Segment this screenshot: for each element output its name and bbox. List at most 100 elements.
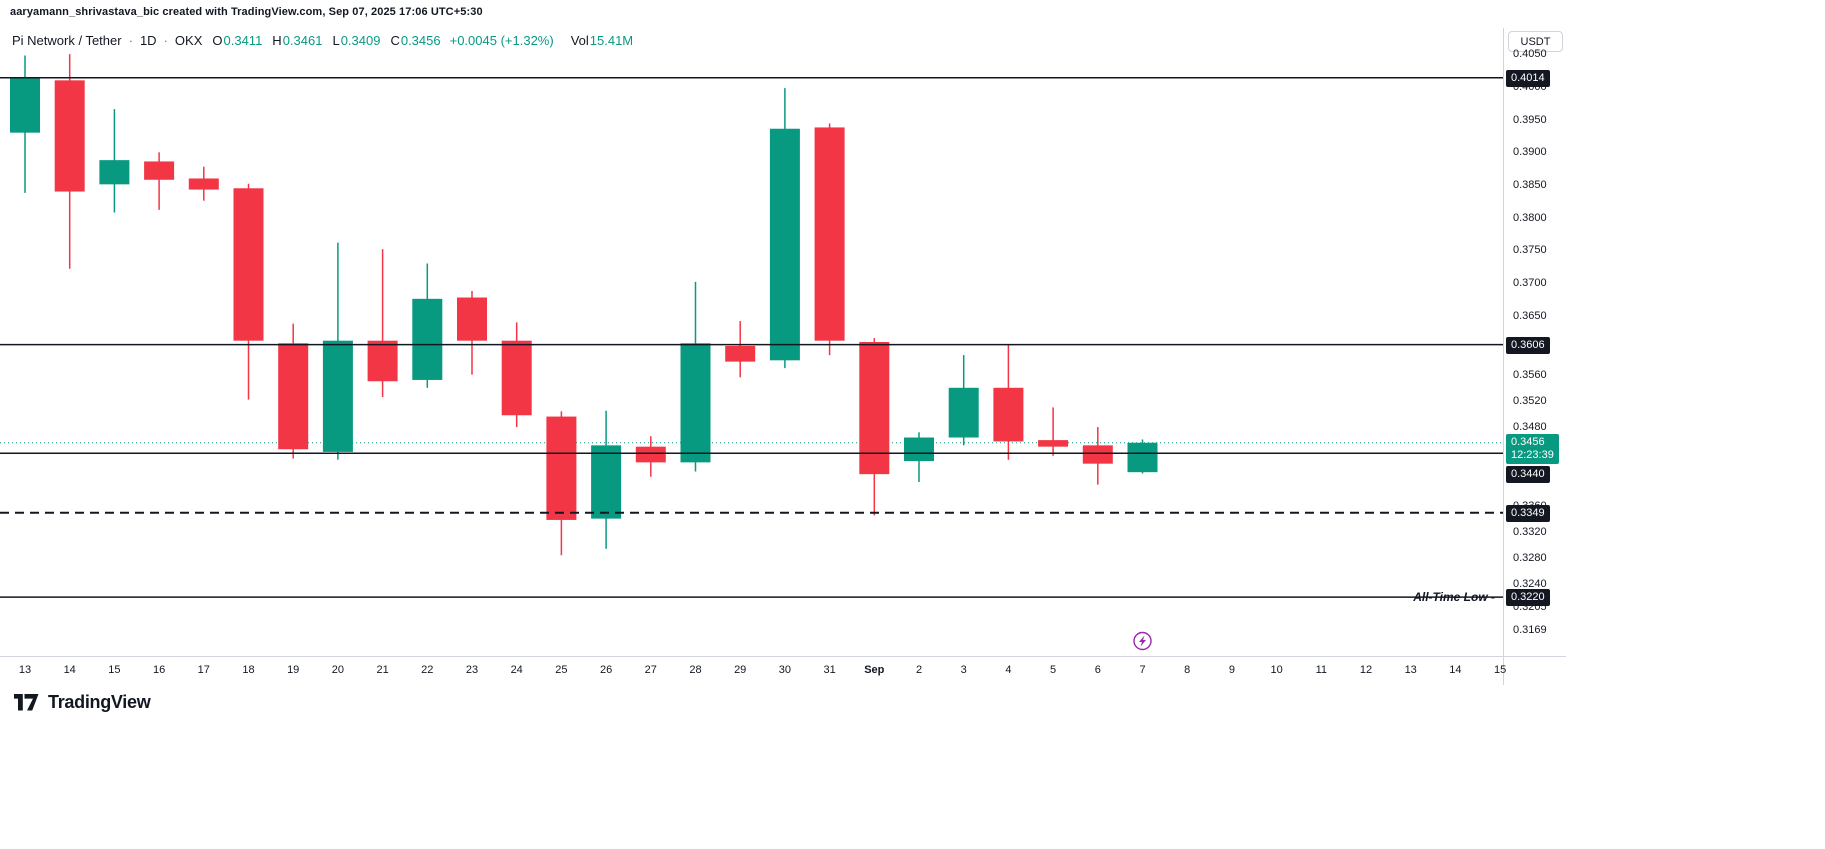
candle[interactable] (144, 152, 175, 210)
price-tick: 0.3169 (1513, 624, 1547, 637)
candle[interactable] (859, 338, 890, 516)
price-tick: 0.3480 (1513, 421, 1547, 434)
candle[interactable] (188, 166, 219, 201)
candle[interactable] (993, 344, 1024, 460)
candle[interactable] (1038, 407, 1069, 456)
time-tick: 11 (1315, 664, 1328, 676)
volume-readout: Vol15.41M (571, 33, 633, 48)
time-tick: 3 (960, 664, 967, 676)
candle[interactable] (769, 88, 800, 369)
candle-body (322, 340, 353, 452)
time-tick: 18 (242, 664, 255, 676)
candle-body (457, 297, 487, 341)
candlestick-chart[interactable]: All-Time Low - (0, 28, 1503, 656)
price-tick: 0.3650 (1513, 309, 1547, 322)
candle[interactable] (1082, 427, 1113, 485)
time-tick: 9 (1228, 664, 1235, 676)
candle-body (278, 343, 309, 450)
time-tick: 22 (421, 664, 434, 676)
time-tick: 2 (915, 664, 923, 676)
time-tick: Sep (864, 664, 885, 676)
candle[interactable] (635, 436, 666, 477)
time-tick: 27 (644, 664, 657, 676)
time-tick: 26 (599, 664, 613, 676)
candle[interactable] (99, 109, 130, 213)
candle[interactable] (322, 242, 353, 460)
candle-body (635, 446, 666, 463)
candle-body (412, 298, 443, 380)
time-tick: 28 (689, 664, 702, 676)
price-tick: 0.4050 (1513, 48, 1547, 61)
time-tick: 16 (152, 664, 166, 676)
candle[interactable] (367, 249, 398, 397)
candle[interactable] (591, 410, 622, 549)
price-level-badge: 0.4014 (1506, 69, 1550, 87)
candle[interactable] (1127, 439, 1158, 474)
candle[interactable] (412, 263, 443, 388)
time-tick: 10 (1270, 664, 1283, 676)
candle-body (99, 160, 130, 185)
time-tick: 5 (1050, 664, 1057, 676)
candle-body (188, 178, 219, 190)
candle[interactable] (948, 355, 979, 446)
ohlc-high: H0.3461 (272, 33, 322, 48)
time-tick: 19 (287, 664, 300, 676)
time-tick: 25 (555, 664, 568, 676)
time-tick: 8 (1184, 664, 1191, 676)
lightning-icon[interactable] (1133, 631, 1152, 651)
tradingview-logo[interactable]: TradingView (14, 692, 151, 713)
price-tick: 0.3280 (1513, 551, 1547, 564)
candle-body (859, 342, 890, 475)
volume-label: Vol (570, 33, 589, 48)
high-label: H (272, 33, 282, 48)
time-tick: 29 (734, 664, 747, 676)
currency-toggle-button[interactable]: USDT (1508, 31, 1563, 52)
candle[interactable] (680, 281, 711, 472)
candle[interactable] (457, 290, 487, 375)
candle[interactable] (233, 183, 264, 400)
time-tick: 24 (510, 664, 523, 676)
axis-separator-line (0, 656, 1566, 657)
time-tick: 30 (778, 664, 792, 676)
candle-body (591, 445, 622, 519)
price-tick: 0.3950 (1513, 113, 1547, 126)
time-tick: 14 (1449, 664, 1462, 676)
price-level-badge: 0.3349 (1506, 504, 1550, 522)
price-axis[interactable]: USDT 0.4050 0.4000 0.3950 0.3900 0.3850 0.380… (1503, 28, 1566, 685)
candle[interactable] (904, 432, 934, 482)
current-price-value: 0.3456 (1511, 436, 1545, 449)
candle[interactable] (278, 323, 309, 459)
exchange-label[interactable]: OKX (174, 33, 203, 48)
interval-label[interactable]: 1D (139, 33, 157, 48)
chart-area[interactable]: All-Time Low - Pi Network / Tether · 1D … (0, 28, 1825, 685)
candle[interactable] (10, 55, 40, 193)
time-tick: 15 (1493, 664, 1507, 676)
low-value: 0.3409 (340, 33, 381, 48)
candle[interactable] (501, 322, 532, 428)
price-tick: 0.3800 (1513, 211, 1547, 224)
time-tick: 7 (1139, 664, 1146, 676)
candle-body (948, 387, 979, 438)
tradingview-logo-icon (14, 694, 39, 711)
time-tick: 31 (823, 664, 836, 676)
close-label: C (390, 33, 400, 48)
all-time-low-label[interactable]: All-Time Low - (1412, 590, 1495, 604)
time-tick: 23 (465, 664, 479, 676)
time-axis[interactable]: 13 14 15 16 17 18 19 20 21 22 23 24 25 26 27 28 29 30 31 Se… (0, 657, 1507, 684)
low-label: L (332, 33, 340, 48)
high-value: 0.3461 (282, 33, 323, 48)
candle[interactable] (546, 411, 577, 556)
price-tick: 0.3700 (1513, 277, 1547, 290)
candle[interactable] (54, 54, 85, 269)
candle-body (904, 437, 934, 462)
candle-body (993, 387, 1024, 442)
candle[interactable] (814, 123, 845, 356)
ohlc-close: C0.3456 (390, 33, 440, 48)
candle-body (546, 416, 577, 520)
open-label: O (212, 33, 223, 48)
time-tick: 14 (63, 664, 76, 676)
symbol-title[interactable]: Pi Network / Tether (12, 33, 122, 48)
candle[interactable] (725, 321, 756, 378)
price-tick: 0.3850 (1513, 179, 1547, 191)
time-tick: 13 (18, 664, 32, 676)
